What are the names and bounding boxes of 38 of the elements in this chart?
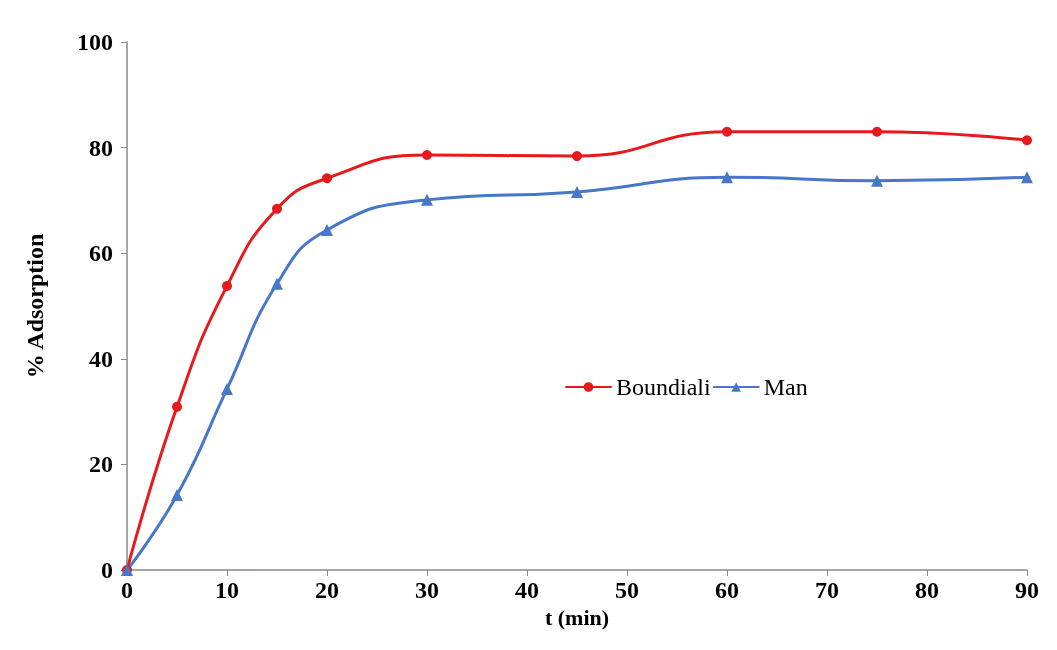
point xyxy=(172,401,182,412)
x-tick-label: 60 xyxy=(715,577,739,603)
y-tick-label: 60 xyxy=(89,240,113,267)
x-tick-label: 50 xyxy=(615,577,639,603)
point xyxy=(271,277,283,290)
point xyxy=(871,174,883,187)
point xyxy=(321,223,333,236)
x-tick-label: 20 xyxy=(315,577,339,603)
x-tick-label: 0 xyxy=(121,577,133,603)
legend-label: Boundiali xyxy=(616,374,711,400)
y-tick-label: 40 xyxy=(89,345,113,372)
x-tick-label: 80 xyxy=(915,577,939,603)
point xyxy=(272,203,282,214)
y-tick-label: 20 xyxy=(89,451,113,478)
point xyxy=(221,382,233,395)
point xyxy=(222,280,232,291)
x-tick-label: 40 xyxy=(515,577,539,603)
point xyxy=(322,173,332,184)
y-axis-title: % Adsorption xyxy=(22,233,48,379)
point xyxy=(721,171,733,184)
point xyxy=(722,126,732,137)
y-tick-label: 80 xyxy=(89,134,113,161)
x-tick-label: 10 xyxy=(215,577,239,603)
point xyxy=(872,126,882,137)
point xyxy=(1022,135,1032,146)
x-tick-label: 30 xyxy=(415,577,439,603)
point xyxy=(571,185,583,198)
point xyxy=(572,151,582,162)
y-tick-label: 100 xyxy=(77,29,113,55)
legend-label: Man xyxy=(763,374,808,400)
x-tick-label: 70 xyxy=(815,577,839,603)
point xyxy=(421,193,433,206)
point xyxy=(171,489,183,502)
point xyxy=(1021,171,1033,184)
x-axis-title: t (min) xyxy=(544,605,610,631)
x-tick-label: 90 xyxy=(1015,577,1039,603)
point xyxy=(422,149,432,160)
y-tick-label: 0 xyxy=(101,557,113,583)
